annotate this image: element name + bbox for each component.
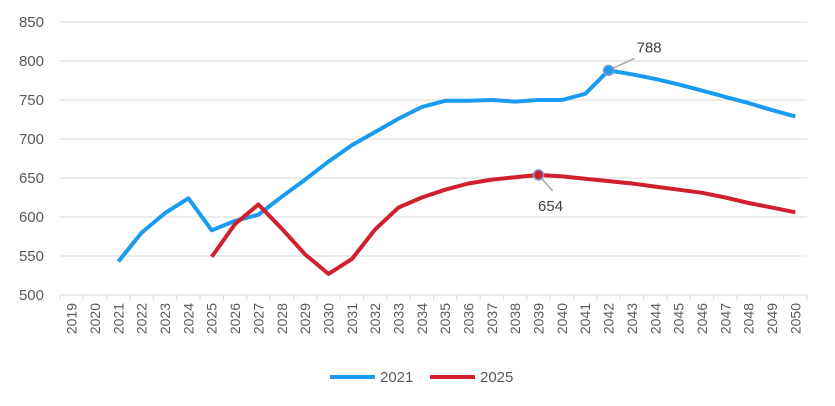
x-tick-label: 2031 bbox=[344, 303, 360, 334]
series-line-2021 bbox=[116, 68, 796, 263]
x-tick-label: 2026 bbox=[227, 303, 243, 334]
x-tick-label: 2038 bbox=[507, 303, 523, 334]
y-tick-label: 850 bbox=[19, 14, 44, 31]
y-axis-ticks: 500 550 600 650 700 750 800 850 bbox=[19, 14, 44, 304]
x-tick-label: 2029 bbox=[297, 303, 313, 334]
x-tick-label: 2036 bbox=[461, 303, 477, 334]
x-tick-label: 2024 bbox=[180, 303, 196, 334]
y-tick-label: 750 bbox=[19, 92, 44, 109]
y-tick-label: 800 bbox=[19, 53, 44, 70]
x-tick-label: 2022 bbox=[134, 303, 150, 334]
data-label: 788 bbox=[637, 39, 662, 56]
x-tick-label: 2044 bbox=[647, 303, 663, 334]
y-tick-label: 600 bbox=[19, 209, 44, 226]
x-tick-label: 2037 bbox=[484, 303, 500, 334]
y-tick-label: 500 bbox=[19, 287, 44, 304]
x-tick-label: 2027 bbox=[250, 303, 266, 334]
data-label: 654 bbox=[538, 198, 563, 215]
annotations: 788 654 bbox=[532, 39, 662, 215]
series-line-2025 bbox=[210, 172, 796, 276]
annotation-marker bbox=[532, 169, 545, 181]
x-tick-label: 2028 bbox=[274, 303, 290, 334]
y-tick-label: 650 bbox=[19, 170, 44, 187]
x-tick-label: 2041 bbox=[577, 303, 593, 334]
y-tick-label: 700 bbox=[19, 131, 44, 148]
series-lines bbox=[116, 68, 796, 276]
x-tick-label: 2045 bbox=[671, 303, 687, 334]
x-tick-label: 2033 bbox=[390, 303, 406, 334]
x-axis-ticks: 2019 2020 2021 2022 2023 2024 2025 2026 2027 2028… bbox=[59, 295, 808, 334]
x-tick-label: 2034 bbox=[414, 303, 430, 334]
y-tick-label: 550 bbox=[19, 248, 44, 265]
legend-label: 2025 bbox=[480, 369, 513, 386]
x-tick-label: 2023 bbox=[157, 303, 173, 334]
x-tick-label: 2035 bbox=[437, 303, 453, 334]
x-tick-label: 2048 bbox=[741, 303, 757, 334]
x-tick-label: 2050 bbox=[787, 303, 803, 334]
legend-label: 2021 bbox=[380, 369, 413, 386]
grid-lines bbox=[60, 21, 807, 296]
x-tick-label: 2039 bbox=[531, 303, 547, 334]
x-tick-label: 2032 bbox=[367, 303, 383, 334]
x-tick-label: 2043 bbox=[624, 303, 640, 334]
x-tick-label: 2030 bbox=[320, 303, 336, 334]
x-tick-label: 2021 bbox=[110, 303, 126, 334]
x-tick-label: 2040 bbox=[554, 303, 570, 334]
x-tick-label: 2025 bbox=[204, 303, 220, 334]
x-tick-label: 2019 bbox=[64, 303, 80, 334]
x-tick-label: 2046 bbox=[694, 303, 710, 334]
x-tick-label: 2047 bbox=[717, 303, 733, 334]
x-tick-label: 2049 bbox=[764, 303, 780, 334]
annotation-marker bbox=[602, 64, 615, 77]
legend: 2021 2025 bbox=[330, 369, 513, 386]
x-tick-label: 2042 bbox=[601, 303, 617, 334]
x-tick-label: 2020 bbox=[87, 303, 103, 334]
